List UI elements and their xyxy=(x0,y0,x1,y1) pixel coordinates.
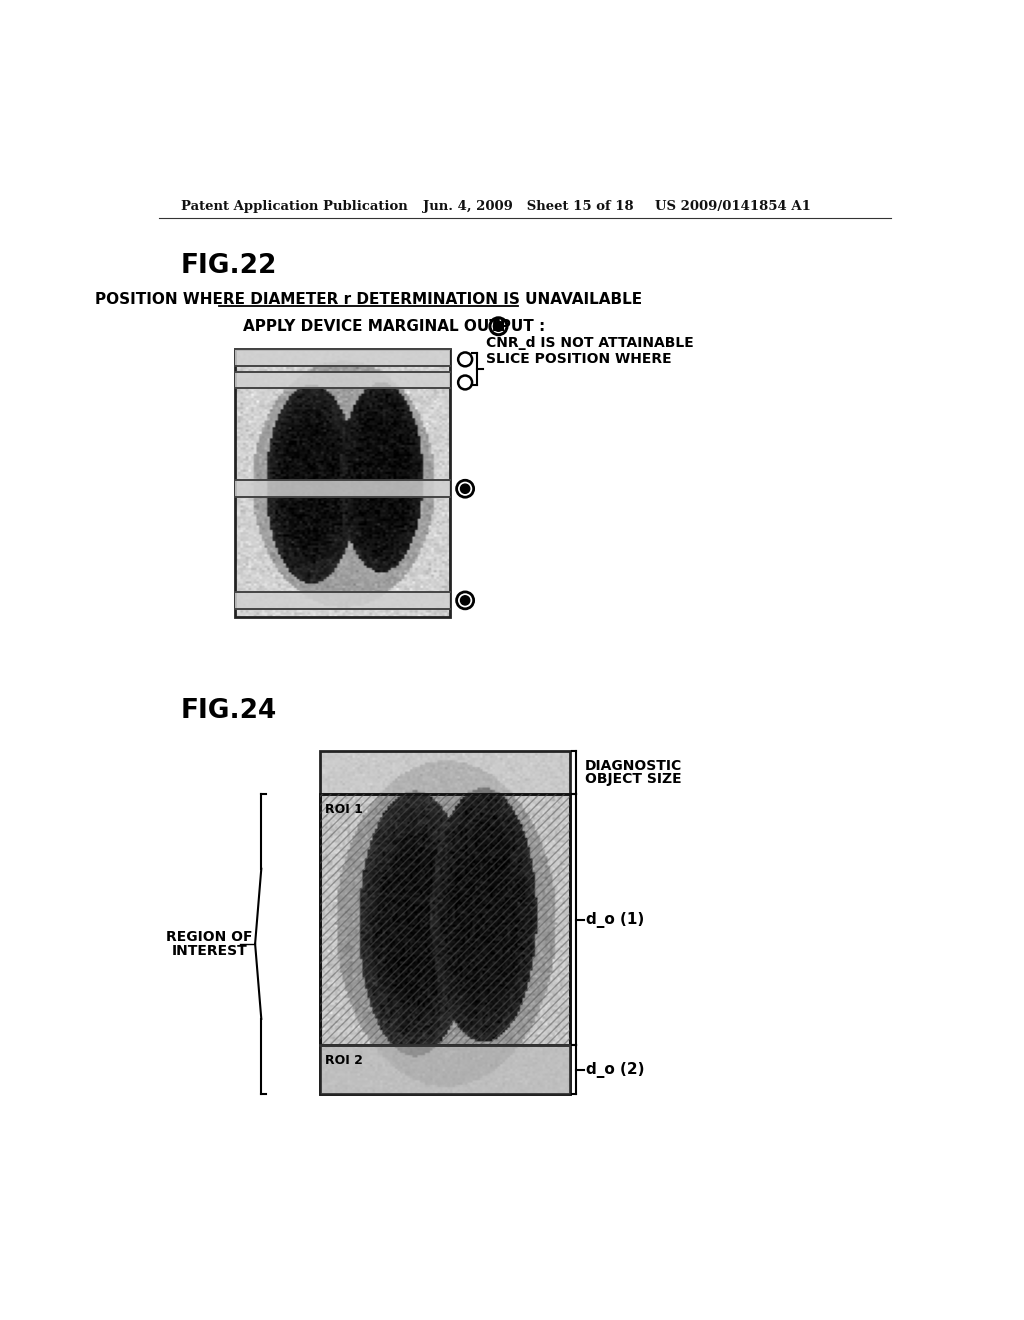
Text: POSITION WHERE DIAMETER r DETERMINATION IS UNAVAILABLE: POSITION WHERE DIAMETER r DETERMINATION … xyxy=(94,292,642,306)
Bar xyxy=(234,350,450,616)
Text: CNR_d IS NOT ATTAINABLE: CNR_d IS NOT ATTAINABLE xyxy=(486,337,694,350)
Text: d_o (2): d_o (2) xyxy=(586,1061,644,1077)
Bar xyxy=(234,480,450,498)
Circle shape xyxy=(494,321,504,331)
Text: Patent Application Publication: Patent Application Publication xyxy=(180,199,408,213)
Bar xyxy=(321,751,569,1094)
Bar xyxy=(234,591,450,609)
Text: DIAGNOSTIC: DIAGNOSTIC xyxy=(586,759,683,772)
Bar xyxy=(234,372,450,388)
Text: ROI 1: ROI 1 xyxy=(325,803,362,816)
Bar xyxy=(321,793,569,1045)
Circle shape xyxy=(461,484,470,494)
Text: d_o (1): d_o (1) xyxy=(586,912,644,928)
Bar xyxy=(321,751,569,793)
Text: Jun. 4, 2009   Sheet 15 of 18: Jun. 4, 2009 Sheet 15 of 18 xyxy=(423,199,633,213)
Text: FIG.22: FIG.22 xyxy=(180,253,278,280)
Text: OBJECT SIZE: OBJECT SIZE xyxy=(586,772,682,787)
Text: REGION OF: REGION OF xyxy=(166,929,253,944)
Bar xyxy=(321,1045,569,1094)
Text: APPLY DEVICE MARGINAL OUTPUT :: APPLY DEVICE MARGINAL OUTPUT : xyxy=(243,318,545,334)
Text: FIG.24: FIG.24 xyxy=(180,698,276,725)
Bar xyxy=(321,793,569,1045)
Bar xyxy=(234,350,450,367)
Text: SLICE POSITION WHERE: SLICE POSITION WHERE xyxy=(486,351,672,366)
Text: US 2009/0141854 A1: US 2009/0141854 A1 xyxy=(655,199,811,213)
Text: ROI 2: ROI 2 xyxy=(325,1055,362,1068)
Text: INTEREST: INTEREST xyxy=(171,944,247,958)
Circle shape xyxy=(461,595,470,605)
